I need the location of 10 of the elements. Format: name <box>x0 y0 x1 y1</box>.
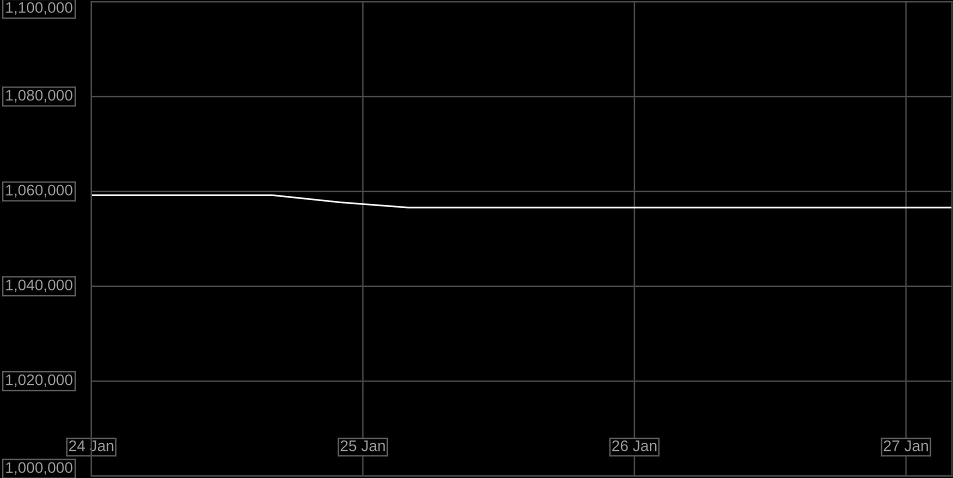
x-tick-label: 26 Jan <box>612 440 656 452</box>
x-tick-label: 27 Jan <box>884 440 928 452</box>
y-tick-label: 1,000,000 <box>6 462 72 475</box>
y-tick-label: 1,080,000 <box>6 90 72 102</box>
x-tick-label: 25 Jan <box>340 440 385 452</box>
y-tick-label: 1,040,000 <box>6 280 72 292</box>
y-tick-label: 1,020,000 <box>6 374 72 388</box>
x-tick-label: 24 Jan <box>69 440 114 452</box>
y-tick-label: 1,100,000 <box>6 2 72 15</box>
y-tick-label: 1,060,000 <box>6 184 72 198</box>
